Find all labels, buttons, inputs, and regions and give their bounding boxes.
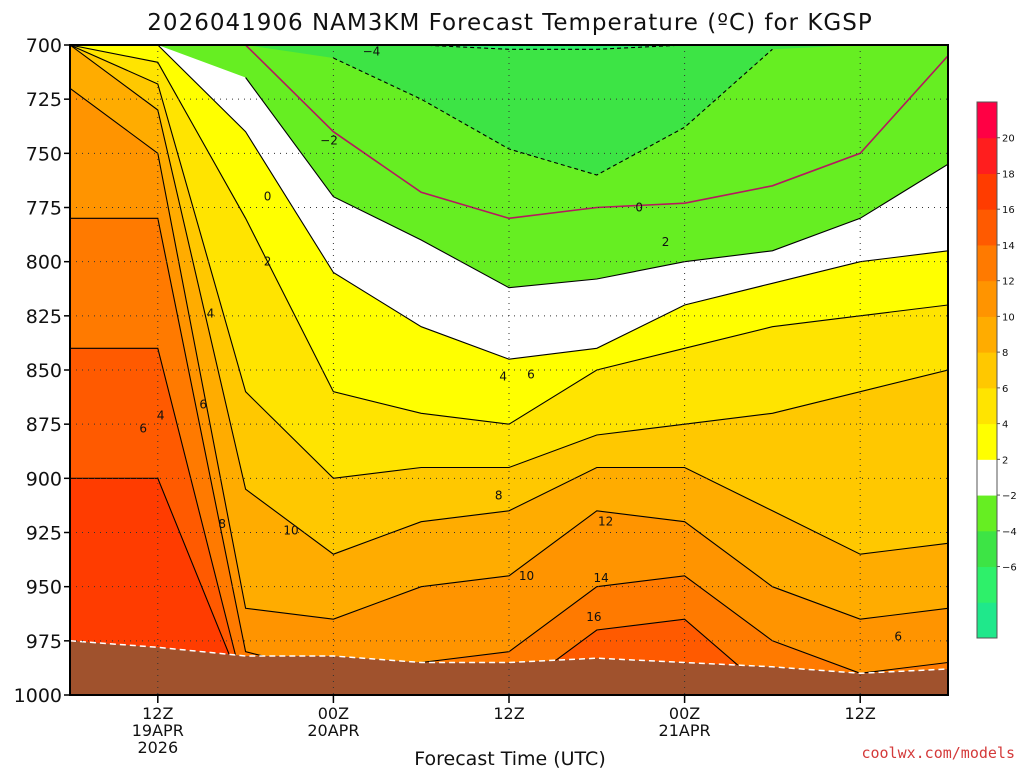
colorbar-swatch-6 (977, 387, 997, 425)
contour-label-16: 10 (519, 569, 534, 583)
colorbar-label-4: 12 (1002, 277, 1015, 288)
colorbar-label-11: −4 (1002, 527, 1017, 538)
ytick-label-875: 875 (26, 414, 62, 436)
colorbar-label-2: 16 (1002, 205, 1015, 216)
colorbar-swatch-2 (977, 530, 997, 568)
plot-area (70, 45, 948, 695)
contour-label-14: 12 (598, 515, 613, 529)
isotherm-16 (70, 347, 948, 695)
colorbar-swatch-9 (977, 280, 997, 317)
colorbar-label-0: 20 (1002, 134, 1015, 145)
contour-label-4: 2 (662, 235, 670, 249)
colorbar-label-3: 14 (1002, 241, 1015, 252)
colorbar-label-6: 8 (1002, 348, 1008, 359)
isotherm-8 (70, 45, 948, 479)
ytick-label-900: 900 (26, 468, 62, 490)
isotherm-12 (70, 87, 948, 620)
isotherm-18 (70, 477, 948, 695)
x-axis-label: Forecast Time (UTC) (414, 748, 605, 768)
contour-label-11: 6 (139, 422, 147, 436)
isotherm-0 (245, 45, 948, 220)
colorbar-label-1: 18 (1002, 169, 1015, 180)
xtick-label-54-0: 12Z (845, 704, 876, 723)
contour-label-8: 6 (527, 367, 535, 381)
isotherm-2 (245, 77, 948, 289)
isotherm-10 (70, 45, 948, 555)
contour-label-19: 6 (894, 630, 902, 644)
colorbar: 20 18 16 14 12 10 8 6 4 2 −2 −4 −6 (976, 101, 1017, 639)
ytick-label-725: 725 (26, 89, 62, 111)
colorbar-label-7: 6 (1002, 384, 1008, 395)
colorbar-swatch-4 (977, 459, 997, 496)
contour-label-1: −2 (320, 133, 338, 147)
terrain-fill (70, 640, 948, 695)
terrain (70, 640, 948, 695)
xtick-label-30-0: 12Z (493, 704, 524, 723)
contour-label-3: 0 (635, 201, 643, 215)
colorbar-swatch-1 (977, 566, 997, 603)
contour-label-18: 16 (586, 610, 601, 624)
contour-label-7: 4 (499, 370, 507, 384)
contour-label-13: 8 (218, 517, 226, 531)
ytick-label-850: 850 (26, 360, 62, 382)
ytick-label-800: 800 (26, 252, 62, 274)
colorbar-label-9: 2 (1002, 455, 1008, 466)
ytick-label-775: 775 (26, 198, 62, 220)
contour-label-17: 14 (594, 571, 609, 585)
ytick-label-825: 825 (26, 306, 62, 328)
ytick-label-1000: 1000 (14, 685, 62, 707)
ytick-label-975: 975 (26, 631, 62, 653)
colorbar-label-8: 4 (1002, 420, 1008, 431)
ytick-label-925: 925 (26, 523, 62, 545)
y-axis-ticks: 700 725 750 775 800 825 850 875 900 925 950 975 1000 (14, 35, 70, 707)
contour-label-2: 0 (264, 190, 272, 204)
xtick-label-6-1: 19APR (132, 721, 184, 740)
colorbar-swatch-10 (977, 244, 997, 282)
ytick-label-950: 950 (26, 577, 62, 599)
ytick-label-700: 700 (26, 35, 62, 57)
isotherm-4 (70, 45, 948, 360)
colorbar-swatch-13 (977, 137, 997, 174)
contour-label-0: −4 (363, 45, 381, 59)
surface-line (70, 640, 948, 675)
band-10 (70, 45, 948, 695)
colorbar-swatch-5 (977, 423, 997, 460)
colorbar-swatch-8 (977, 316, 997, 353)
isotherm--4 (421, 45, 685, 50)
contour-label-10: 4 (157, 409, 165, 423)
contour-label-5: 2 (264, 255, 272, 269)
contour-label-15: 10 (283, 523, 298, 537)
colorbar-frame (976, 101, 998, 639)
xtick-label-42-1: 21APR (659, 721, 711, 740)
xtick-label-6-0: 12Z (142, 704, 173, 723)
grid (70, 45, 948, 695)
chart-title: 2026041906 NAM3KM Forecast Temperature (… (147, 10, 872, 36)
xtick-label-6-2: 2026 (137, 738, 178, 757)
colorbar-label-5: 10 (1002, 312, 1015, 323)
colorbar-label-12: −6 (1002, 563, 1017, 574)
colorbar-swatch-7 (977, 352, 997, 389)
colorbar-swatch-12 (977, 173, 997, 210)
xtick-label-42-0: 00Z (669, 704, 700, 723)
isotherm--2 (333, 48, 773, 176)
contour-label-9: 6 (199, 398, 207, 412)
xtick-label-18-0: 00Z (318, 704, 349, 723)
credit-text: coolwx.com/models (861, 744, 1015, 762)
xtick-label-18-1: 20APR (307, 721, 359, 740)
colorbar-swatch-14 (977, 102, 997, 139)
colorbar-swatch-3 (977, 495, 997, 532)
contour-label-6: 4 (207, 307, 215, 321)
colorbar-swatch-11 (977, 209, 997, 246)
colorbar-swatch-0 (977, 602, 997, 639)
contour-label-12: 8 (495, 489, 503, 503)
ytick-label-750: 750 (26, 143, 62, 165)
colorbar-label-10: −2 (1002, 491, 1017, 502)
